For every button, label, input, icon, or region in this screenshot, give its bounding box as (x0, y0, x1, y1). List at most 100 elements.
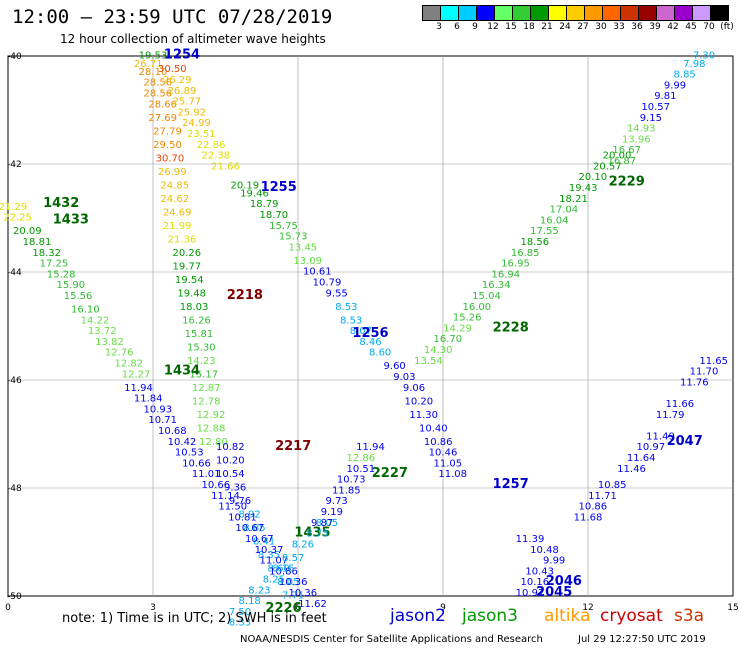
wave-height-value: 28.56 (144, 89, 173, 100)
x-tick-label: 9 (440, 603, 446, 613)
wave-height-value: 14.29 (443, 323, 472, 334)
wave-height-value: 20.09 (13, 226, 42, 237)
track-label: 1257 (493, 477, 529, 492)
wave-height-value: 7.30 (693, 51, 715, 62)
wave-height-value: 8.46 (359, 337, 381, 348)
wave-height-value: 17.55 (530, 226, 559, 237)
wave-height-value: 8.05 (316, 518, 338, 529)
wave-height-value: 11.05 (434, 458, 463, 469)
wave-height-value: 10.42 (168, 437, 197, 448)
wave-height-value: 15.75 (269, 221, 298, 232)
track-label: 2045 (536, 585, 572, 600)
wave-height-value: 9.15 (640, 113, 662, 124)
wave-height-value: 8.25 (263, 575, 285, 586)
scale-label: 27 (577, 22, 589, 32)
y-tick-label: -44 (7, 268, 22, 278)
wave-height-value: 9.81 (654, 91, 676, 102)
wave-height-value: 19.46 (240, 188, 269, 199)
scale-label: 24 (559, 22, 571, 32)
wave-height-value: 8.33 (229, 618, 251, 629)
color-scale (422, 5, 729, 24)
wave-height-value: 26.71 (134, 59, 163, 70)
wave-height-value: 10.81 (228, 512, 257, 523)
wave-height-value: 9.19 (321, 507, 343, 518)
wave-height-value: 10.48 (530, 545, 559, 556)
wave-height-value: 8.41 (253, 537, 275, 548)
wave-height-value: 10.86 (579, 502, 608, 513)
wave-height-value: 16.00 (463, 302, 492, 313)
wave-height-value: 20.10 (579, 172, 608, 183)
wave-height-value: 24.62 (160, 194, 189, 205)
scale-label: 36 (631, 22, 643, 32)
wave-height-value: 11.66 (666, 399, 695, 410)
wave-height-value: 26.99 (158, 167, 187, 178)
wave-height-value: 10.36 (289, 588, 318, 599)
wave-height-value: 15.81 (185, 329, 214, 340)
wave-height-value: 9.06 (403, 383, 425, 394)
wave-height-value: 11.94 (124, 383, 153, 394)
wave-height-value: 13.82 (95, 337, 124, 348)
wave-height-value: 11.94 (356, 442, 385, 453)
wave-height-value: 8.73 (306, 529, 328, 540)
wave-height-value: 10.36 (279, 577, 308, 588)
scale-label: 45 (685, 22, 697, 32)
wave-height-value: 10.57 (641, 102, 670, 113)
wave-height-value: 22.25 (3, 213, 32, 224)
wave-height-value: 8.23 (248, 585, 270, 596)
wave-height-value: 12.88 (197, 423, 226, 434)
wave-height-value: 8.26 (292, 539, 314, 550)
wave-height-value: 8.60 (369, 348, 391, 359)
wave-height-value: 19.48 (177, 288, 206, 299)
legend-entry: cryosat (600, 606, 663, 626)
plot-frame (7, 55, 734, 597)
wave-height-value: 15.04 (472, 291, 501, 302)
track-label: 2217 (275, 439, 311, 454)
wave-height-value: 12.78 (192, 396, 221, 407)
wave-height-value: 11.71 (588, 491, 617, 502)
wave-height-value: 8.35 (258, 550, 280, 561)
wave-height-value: 11.62 (298, 599, 327, 610)
wave-height-value: 13.45 (289, 242, 318, 253)
track-label: 2047 (667, 434, 703, 449)
y-tick-label: -48 (7, 484, 22, 494)
x-tick-label: 3 (150, 603, 156, 613)
wave-height-value: 10.67 (245, 534, 274, 545)
wave-height-value: 15.56 (64, 291, 93, 302)
wave-height-value: 25.77 (173, 97, 202, 108)
scale-swatch (710, 5, 729, 21)
wave-height-value: 8.05 (277, 577, 299, 588)
wave-height-value: 13.96 (622, 134, 651, 145)
legend-entry: jason3 (462, 606, 518, 626)
wave-height-value: 11.84 (134, 394, 163, 405)
wave-height-value: 18.03 (180, 302, 209, 313)
track-label: 2227 (372, 466, 408, 481)
scale-label: 42 (667, 22, 679, 32)
wave-height-value: 22.38 (202, 151, 231, 162)
wave-height-value: 9.99 (543, 556, 565, 567)
wave-height-value: 11.70 (690, 367, 719, 378)
wave-height-value: 28.66 (148, 99, 177, 110)
scale-label: 9 (472, 22, 478, 32)
wave-height-value: 26.89 (168, 86, 197, 97)
wave-height-value: 11.39 (516, 534, 545, 545)
wave-height-value: 9.03 (393, 372, 415, 383)
y-tick-label: -42 (7, 160, 22, 170)
wave-height-value: 10.79 (313, 278, 342, 289)
wave-height-value: 11.79 (656, 410, 685, 421)
track-label: 2228 (493, 320, 529, 335)
wave-height-value: 8.85 (674, 70, 696, 81)
wave-height-value: 24.99 (182, 118, 211, 129)
wave-height-value: 18.21 (559, 194, 588, 205)
scale-label: 39 (649, 22, 661, 32)
legend-entry: s3a (674, 606, 705, 626)
wave-height-value: 8.85 (243, 523, 265, 534)
wave-height-value: 10.20 (216, 456, 245, 467)
wave-height-value: 10.85 (598, 480, 627, 491)
wave-height-value: 10.71 (148, 415, 177, 426)
wave-height-value: 14.23 (187, 356, 216, 367)
wave-height-value: 15.17 (189, 369, 218, 380)
wave-height-value: 21.66 (211, 161, 240, 172)
scale-label: 3 (436, 22, 442, 32)
wave-height-value: 20.57 (593, 161, 622, 172)
